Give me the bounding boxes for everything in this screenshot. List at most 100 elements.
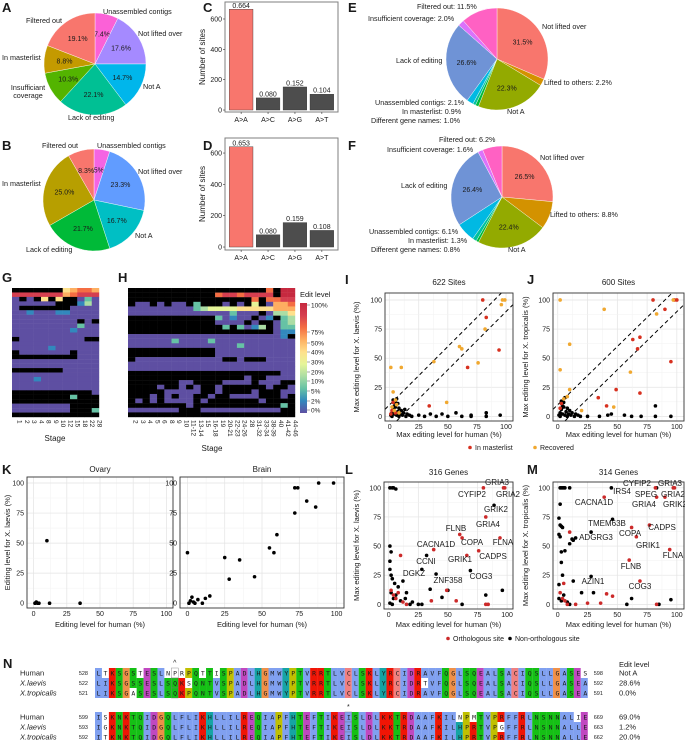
residue-cell <box>143 688 151 698</box>
heatmap-cell <box>171 329 180 335</box>
data-point <box>47 601 52 605</box>
heatmap-cell <box>12 394 20 400</box>
heatmap-cell <box>251 375 259 381</box>
residue-cell <box>164 668 172 678</box>
x-tick-label: 75 <box>474 612 482 619</box>
heatmap-cell <box>157 398 165 404</box>
residue-cell <box>379 668 387 678</box>
heatmap-cell <box>200 292 209 298</box>
heatmap-cell <box>222 324 230 330</box>
heatmap-cell <box>229 357 238 362</box>
heatmap-cell <box>171 315 180 321</box>
heatmap-cell <box>19 363 27 369</box>
heatmap-cell <box>244 311 252 316</box>
heatmap-cell <box>33 363 42 369</box>
residue-cell <box>435 722 443 732</box>
pie-slice-label: Not A <box>143 83 161 91</box>
heatmap-cell <box>178 393 187 399</box>
heatmap-cell <box>12 345 20 351</box>
heatmap-cell <box>222 375 230 381</box>
residue-cell <box>365 712 373 722</box>
heatmap-cell <box>55 328 63 333</box>
heatmap-cell <box>244 297 252 303</box>
residue-cell <box>580 678 588 688</box>
heatmap-cell <box>157 320 165 326</box>
edit-level: 20.0% <box>619 733 641 740</box>
heatmap-cell <box>55 350 63 355</box>
heatmap-cell <box>236 407 245 413</box>
y-tick-label: 0 <box>218 108 222 115</box>
y-tick-label: 600 <box>210 151 222 158</box>
residue-cell <box>448 678 456 688</box>
heatmap-cell <box>142 380 150 385</box>
pie-slice-label: Lifted to others2.2% <box>544 78 612 87</box>
residue-cell <box>233 688 241 698</box>
stage-tick-label: 31-32 <box>255 420 262 437</box>
heatmap-cell <box>26 372 34 378</box>
heatmap-cell <box>229 352 238 358</box>
heatmap-cell <box>222 412 230 418</box>
residue-cell <box>296 732 304 740</box>
data-point <box>653 404 658 408</box>
y-tick-label: 75 <box>542 327 550 334</box>
heatmap-cell <box>171 412 180 418</box>
residue-cell <box>122 678 130 688</box>
heatmap-cell <box>142 324 150 330</box>
residue-cell <box>455 668 463 678</box>
heatmap-cell <box>236 352 245 358</box>
heatmap-cell <box>258 412 267 418</box>
residue-cell <box>219 722 227 732</box>
heatmap-cell <box>280 288 288 293</box>
residue-cell <box>310 732 318 740</box>
pie-slice-label: Unassembled contigs <box>103 8 172 16</box>
residue-cell <box>462 732 470 740</box>
panel-letter-i: I <box>345 272 349 287</box>
heatmap-cell <box>207 398 216 404</box>
heatmap-cell <box>70 408 78 413</box>
data-point <box>559 550 564 554</box>
data-point <box>563 599 567 603</box>
heatmap-cell <box>142 403 150 408</box>
data-point <box>454 411 458 415</box>
heatmap-cell <box>77 292 85 298</box>
heatmap-cell <box>128 320 136 326</box>
heatmap-cell <box>77 310 85 315</box>
heatmap-cell <box>157 407 165 413</box>
heatmap-cell <box>55 305 63 311</box>
gene-label: DGKZ <box>403 569 425 578</box>
stage-tick-label: 16-18 <box>212 420 219 437</box>
heatmap-cell <box>26 376 34 382</box>
residue-cell <box>129 678 137 688</box>
slice-name: Not A <box>508 245 526 254</box>
heatmap-cell <box>251 288 259 293</box>
heatmap-cell <box>265 315 274 321</box>
heatmap-cell <box>41 328 49 333</box>
pie-slice-percent: 25.0% <box>55 190 75 197</box>
heatmap-cell <box>70 319 78 324</box>
heatmap-cell <box>273 375 281 381</box>
heatmap-cell <box>84 310 92 315</box>
heatmap-cell <box>149 288 158 293</box>
data-point <box>272 550 276 555</box>
x-axis-title: Max editing level for human (%) <box>396 430 502 439</box>
residue-cell <box>330 688 338 698</box>
bar-value-label: 0.104 <box>313 88 331 95</box>
heatmap-cell <box>157 297 165 303</box>
heatmap-cell <box>142 393 150 399</box>
bar <box>309 230 334 248</box>
data-point <box>561 397 566 401</box>
heatmap-cell <box>186 393 194 399</box>
stage-tick-label: 15 <box>204 420 211 428</box>
heatmap-cell <box>229 292 238 298</box>
y-tick-label: 0 <box>377 602 381 609</box>
heatmap-cell <box>236 380 245 385</box>
heatmap-cell <box>251 403 259 408</box>
heatmap-cell <box>41 403 49 409</box>
data-point <box>498 536 502 540</box>
residue-cell <box>379 678 387 688</box>
residue-cell <box>268 712 276 722</box>
heatmap-cell <box>128 315 136 321</box>
heatmap-cell <box>142 357 150 362</box>
heatmap-cell <box>128 375 136 381</box>
